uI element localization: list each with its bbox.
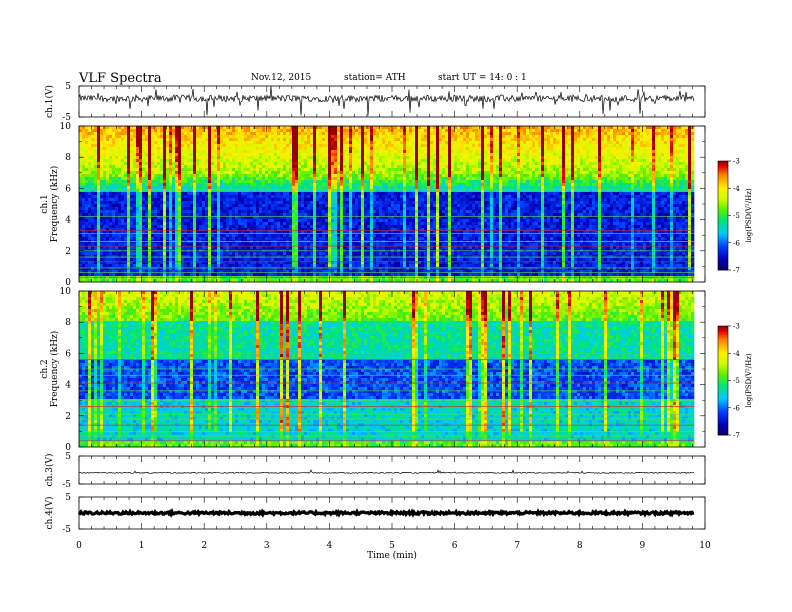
y-axis-label: Frequency (kHz) — [49, 166, 60, 243]
x-tick-label: 4 — [327, 541, 333, 551]
y-tick-label: 8 — [65, 153, 71, 163]
y-tick-label: 5 — [65, 493, 71, 503]
y-tick-label: 0 — [65, 278, 71, 288]
x-tick-label: 5 — [389, 541, 395, 551]
x-tick-label: 8 — [577, 541, 583, 551]
y-axis-label: Frequency (kHz) — [49, 331, 60, 408]
x-tick-label: 0 — [76, 541, 82, 551]
y-axis-label: ch.4(V) — [44, 497, 55, 530]
y-tick-label: 4 — [65, 216, 71, 226]
x-tick-label: 7 — [514, 541, 520, 551]
waveform-ch4 — [77, 507, 695, 519]
spectrogram-ch2 — [79, 291, 695, 448]
colorbar-tick-label: -4 — [733, 185, 740, 193]
colorbar-label: log(PSD(V²/Hz) — [745, 353, 753, 408]
chart-start-time: start UT = 14: 0 : 1 — [438, 73, 527, 83]
chart-date: Nov.12, 2015 — [251, 73, 311, 83]
x-tick-label: 6 — [452, 541, 458, 551]
chart-title: VLF Spectra — [79, 71, 162, 86]
colorbar-label: log(PSD(V²/Hz) — [745, 188, 753, 243]
colorbar-tick-label: -3 — [733, 323, 740, 331]
y-tick-label: 4 — [65, 381, 71, 391]
y-axis-label: ch.3(V) — [44, 454, 55, 487]
y-axis-label: ch.2 — [40, 359, 50, 378]
y-tick-label: 0 — [65, 443, 71, 453]
colorbar-tick-label: -5 — [733, 377, 740, 385]
x-tick-label: 3 — [264, 541, 270, 551]
y-tick-label: 6 — [65, 184, 71, 194]
y-tick-label: 5 — [65, 82, 71, 92]
colorbar-tick-label: -5 — [733, 212, 740, 220]
colorbar-tick-label: -3 — [733, 158, 740, 166]
y-tick-label: 6 — [65, 349, 71, 359]
colorbar-tick-label: -6 — [733, 404, 740, 412]
y-tick-label: -5 — [62, 480, 71, 490]
waveform-ch1 — [78, 86, 695, 116]
colorbar-ch1 — [718, 161, 728, 271]
y-axis-label: ch.1 — [40, 194, 50, 213]
y-tick-label: 8 — [65, 318, 71, 328]
y-tick-label: 5 — [65, 452, 71, 462]
colorbar-tick-label: -7 — [733, 267, 740, 275]
waveform-ch3 — [78, 469, 695, 474]
colorbar-ch2 — [718, 326, 728, 436]
x-tick-label: 1 — [139, 541, 145, 551]
colorbar-tick-label: -7 — [733, 432, 740, 440]
x-tick-label: 10 — [699, 541, 711, 551]
colorbar-tick-label: -4 — [733, 350, 740, 358]
x-axis-label: Time (min) — [367, 550, 417, 561]
y-tick-label: 2 — [65, 412, 71, 422]
spectrogram-ch1 — [79, 126, 695, 283]
y-tick-label: -5 — [62, 113, 71, 123]
y-tick-label: 10 — [60, 122, 72, 132]
x-tick-label: 2 — [201, 541, 207, 551]
y-axis-label: ch.1(V) — [44, 85, 55, 118]
y-tick-label: 2 — [65, 247, 71, 257]
colorbar-tick-label: -6 — [733, 239, 740, 247]
chart-station: station= ATH — [344, 73, 406, 83]
y-tick-label: 10 — [60, 287, 72, 297]
x-tick-label: 9 — [640, 541, 646, 551]
y-tick-label: -5 — [62, 525, 71, 535]
